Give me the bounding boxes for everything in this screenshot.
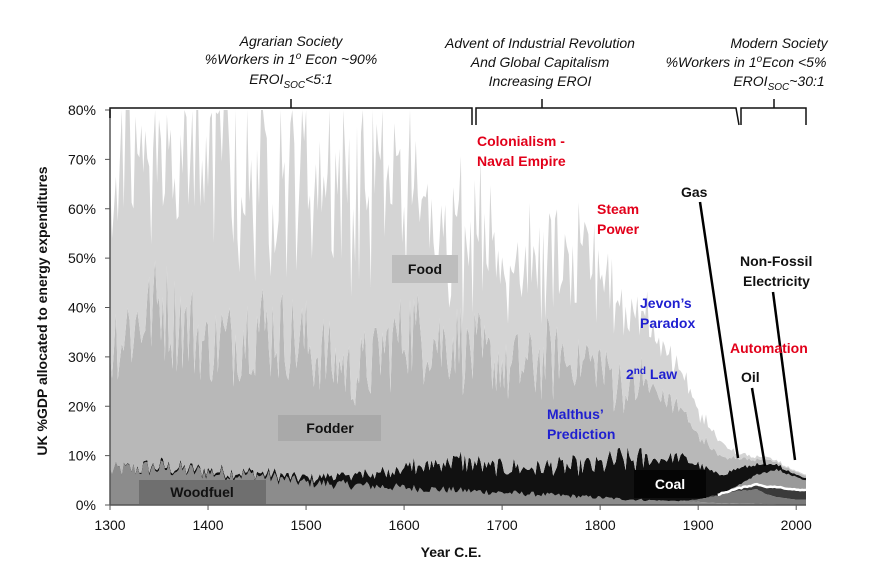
annotation-automation: Automation xyxy=(730,340,808,356)
y-tick-label: 60% xyxy=(68,201,96,217)
coal-label: Coal xyxy=(655,476,685,492)
x-tick-label: 1300 xyxy=(94,517,125,533)
oil-gas-boundary-line xyxy=(717,482,807,497)
x-tick-label: 2000 xyxy=(781,517,812,533)
y-tick-label: 10% xyxy=(68,448,96,464)
era-modern-line3: EROISOC~30:1 xyxy=(733,73,824,93)
y-axis-title: UK %GDP allocated to energy expenditures xyxy=(34,166,50,455)
annotation-gas: Gas xyxy=(681,184,708,200)
annotation-nonfossil-pointer xyxy=(771,291,797,461)
food-label: Food xyxy=(408,261,442,277)
annotation-malthus-line1: Malthus’ xyxy=(547,406,604,422)
annotation-colonialism-line2: Naval Empire xyxy=(477,153,566,169)
era-industrial-line1: Advent of Industrial Revolution xyxy=(444,35,635,51)
era-agrarian-line3: EROISOC<5:1 xyxy=(249,71,333,91)
era-bracket-industrial xyxy=(475,107,740,126)
era-agrarian-line1: Agrarian Society xyxy=(239,33,344,49)
era-modern-line2: %Workers in 1oEcon <5% xyxy=(666,54,827,70)
x-tick-label: 1600 xyxy=(389,517,420,533)
woodfuel-label-box: Woodfuel xyxy=(139,480,266,504)
annotation-second-law: 2nd Law xyxy=(626,366,677,382)
fodder-label-box: Fodder xyxy=(278,415,381,441)
x-tick-label: 1500 xyxy=(290,517,321,533)
coal-label-box: Coal xyxy=(634,470,706,498)
annotation-jevons-line2: Paradox xyxy=(640,315,695,331)
x-axis-title: Year C.E. xyxy=(421,544,482,560)
annotation-nonfossil-line1: Non-Fossil xyxy=(740,253,812,269)
era-brackets xyxy=(109,99,807,126)
annotation-oil: Oil xyxy=(741,369,760,385)
y-tick-label: 30% xyxy=(68,349,96,365)
y-tick-label: 40% xyxy=(68,300,96,316)
era-industrial-line2: And Global Capitalism xyxy=(470,54,610,70)
woodfuel-area xyxy=(110,460,806,505)
era-industrial-line3: Increasing EROI xyxy=(489,73,592,89)
annotation-oil-pointer xyxy=(750,387,767,467)
x-tick-label: 1800 xyxy=(585,517,616,533)
annotation-jevons-line1: Jevon’s xyxy=(640,295,692,311)
x-tick-label: 1400 xyxy=(192,517,223,533)
annotation-steam-line1: Steam xyxy=(597,201,639,217)
era-bracket-modern xyxy=(740,107,807,125)
annotation-steam-line2: Power xyxy=(597,221,640,237)
woodfuel-label: Woodfuel xyxy=(170,484,234,500)
annotation-gas-pointer xyxy=(698,201,740,459)
ticks: 1300 1400 1500 1600 1700 1800 1900 2000 0% 10% 20%… xyxy=(68,102,812,533)
stacked-areas xyxy=(110,110,807,505)
oil-area xyxy=(110,460,806,505)
annotation-nonfossil-line2: Electricity xyxy=(743,273,810,289)
coal-area xyxy=(110,447,806,502)
x-tick-label: 1700 xyxy=(487,517,518,533)
x-tick-label: 1900 xyxy=(683,517,714,533)
y-tick-label: 20% xyxy=(68,398,96,414)
era-agrarian-line2: %Workers in 1o Econ ~90% xyxy=(205,51,377,67)
food-area xyxy=(110,110,806,476)
era-modern-line1: Modern Society xyxy=(730,35,828,51)
annotation-colonialism-line1: Colonialism - xyxy=(477,133,565,149)
food-label-box: Food xyxy=(392,255,458,283)
annotation-malthus-line2: Prediction xyxy=(547,426,615,442)
fodder-label: Fodder xyxy=(306,420,354,436)
y-tick-label: 0% xyxy=(76,497,96,513)
y-tick-label: 70% xyxy=(68,151,96,167)
y-tick-label: 80% xyxy=(68,102,96,118)
y-tick-label: 50% xyxy=(68,250,96,266)
